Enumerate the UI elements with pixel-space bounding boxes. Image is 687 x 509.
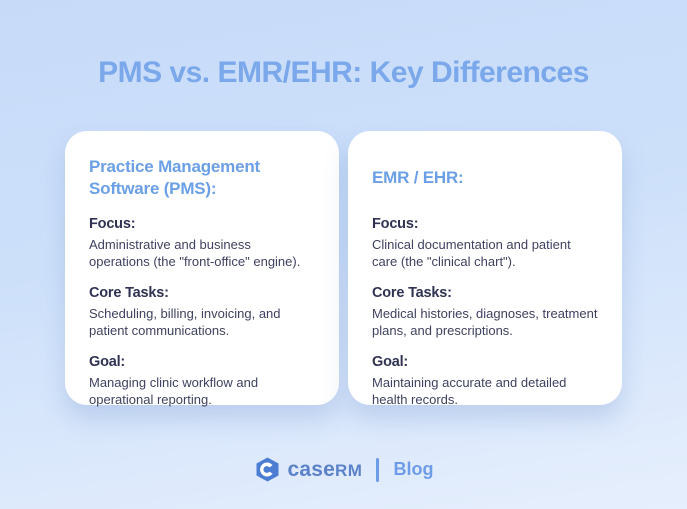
section-label: Goal: bbox=[372, 354, 409, 370]
logo-text-rm: RM bbox=[335, 460, 363, 480]
comparison-cards: Practice Management Software (PMS): Focu… bbox=[65, 131, 622, 408]
card-pms-section-focus: Focus: Administrative and business opera… bbox=[89, 216, 315, 270]
card-emr-ehr-section-goal: Goal: Maintaining accurate and detailed … bbox=[372, 354, 598, 408]
caserm-logo: caseRM bbox=[254, 456, 363, 483]
logo-text-case: case bbox=[287, 457, 336, 481]
section-label: Goal: bbox=[89, 354, 126, 370]
card-emr-ehr-section-focus: Focus: Clinical documentation and patien… bbox=[372, 216, 598, 270]
page-title: PMS vs. EMR/EHR: Key Differences bbox=[98, 56, 589, 89]
card-pms-section-goal: Goal: Managing clinic workflow and opera… bbox=[89, 354, 315, 408]
caserm-hexagon-icon bbox=[254, 456, 281, 483]
caserm-logo-text: caseRM bbox=[288, 458, 363, 482]
blog-label: Blog bbox=[393, 459, 434, 479]
footer-branding: caseRM Blog bbox=[0, 456, 687, 483]
section-label: Focus: bbox=[89, 216, 136, 232]
section-text: Clinical documentation and patient care … bbox=[372, 237, 571, 269]
section-text: Medical histories, diagnoses, treatment … bbox=[372, 306, 598, 338]
card-emr-ehr-heading: EMR / EHR: bbox=[372, 168, 464, 187]
card-emr-ehr: EMR / EHR: Focus: Clinical documentation… bbox=[348, 131, 622, 408]
card-pms: Practice Management Software (PMS): Focu… bbox=[65, 131, 339, 408]
card-emr-ehr-section-core-tasks: Core Tasks: Medical histories, diagnoses… bbox=[372, 285, 598, 339]
footer-divider bbox=[376, 457, 380, 482]
section-text: Scheduling, billing, invoicing, and pati… bbox=[89, 306, 281, 338]
section-text: Managing clinic workflow and operational… bbox=[89, 375, 259, 407]
card-pms-heading: Practice Management Software (PMS): bbox=[89, 157, 260, 198]
section-text: Administrative and business operations (… bbox=[89, 237, 301, 269]
section-label: Core Tasks: bbox=[89, 285, 169, 301]
section-text: Maintaining accurate and detailed health… bbox=[372, 375, 567, 407]
section-label: Focus: bbox=[372, 216, 419, 232]
card-pms-section-core-tasks: Core Tasks: Scheduling, billing, invoici… bbox=[89, 285, 315, 339]
section-label: Core Tasks: bbox=[372, 285, 452, 301]
